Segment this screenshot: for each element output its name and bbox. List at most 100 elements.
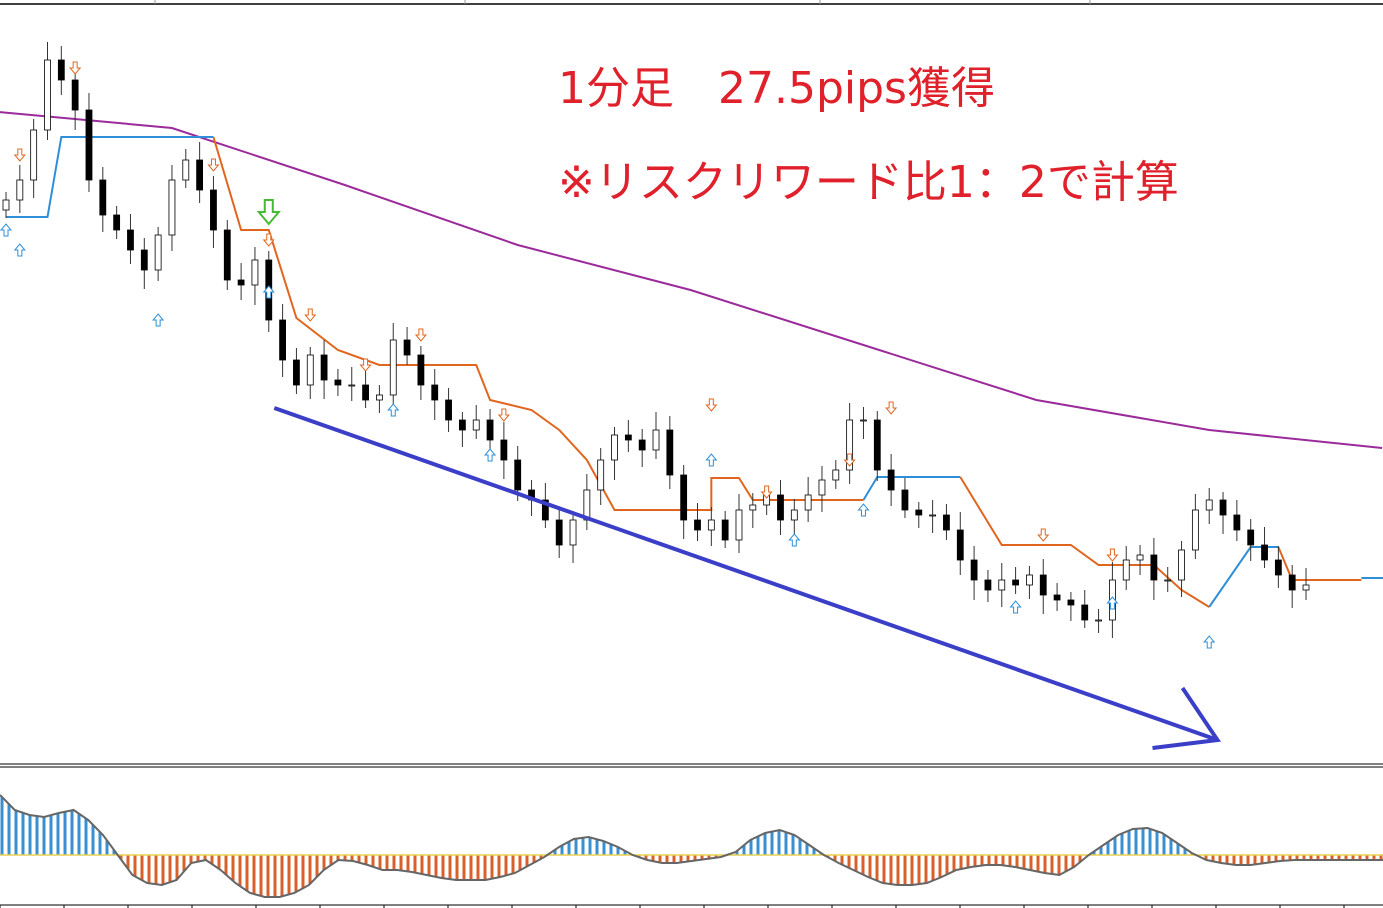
up-arrow-icon: [1203, 635, 1216, 649]
bear-candle: [362, 384, 369, 401]
trailing-stop-up: [862, 476, 961, 501]
bull-candle: [168, 179, 176, 236]
bull-candle: [1026, 574, 1033, 586]
bear-candle: [666, 429, 674, 476]
trailing-stop-up: [1208, 546, 1279, 608]
bull-candle: [846, 419, 854, 471]
bear-candle: [624, 434, 632, 441]
bear-candle: [1233, 514, 1241, 531]
bull-candle: [154, 234, 162, 271]
bull-candle: [389, 339, 397, 396]
bear-candle: [293, 359, 300, 386]
bear-candle: [1067, 599, 1075, 606]
trailing-stop-down: [959, 476, 1210, 608]
bear-candle: [1053, 594, 1061, 601]
bear-candle: [210, 189, 217, 231]
bull-candle: [735, 509, 743, 541]
down-arrow-icon: [256, 199, 281, 226]
bear-candle: [196, 159, 204, 191]
bull-candle: [749, 504, 757, 511]
bear-candle: [1039, 574, 1047, 596]
bear-candle: [984, 579, 992, 591]
bear-candle: [777, 494, 784, 521]
bull-candle: [182, 159, 190, 181]
bear-candle: [445, 399, 452, 421]
up-arrow-icon: [262, 285, 275, 299]
bear-candle: [873, 419, 881, 471]
bear-candle: [638, 439, 646, 451]
up-arrow-icon: [13, 243, 26, 257]
bear-candle: [970, 559, 978, 581]
bear-candle: [541, 499, 549, 521]
up-arrow-icon: [705, 453, 718, 467]
bull-candle: [1302, 584, 1310, 591]
bull-candle: [1122, 559, 1130, 581]
bear-candle: [721, 519, 729, 541]
bear-candle: [500, 439, 508, 461]
annotation-note: ※リスクリワード比1：2で計算: [558, 157, 1179, 208]
bear-candle: [127, 229, 134, 251]
up-arrow-icon: [0, 223, 13, 237]
bear-candle: [1261, 544, 1268, 561]
bull-candle: [652, 429, 660, 451]
bull-candle: [832, 469, 840, 481]
up-arrow-icon: [483, 448, 497, 462]
bear-candle: [1274, 559, 1282, 576]
up-arrow-icon: [1009, 600, 1022, 614]
down-arrow-icon: [207, 158, 220, 172]
bear-candle: [417, 354, 425, 386]
moving-average-line: [0, 111, 1383, 449]
bear-candle: [403, 339, 411, 356]
up-arrow-icon: [387, 403, 400, 417]
bear-candle: [887, 469, 895, 491]
down-arrow-icon: [705, 398, 718, 412]
bull-candle: [929, 514, 937, 517]
bull-candle: [1191, 509, 1199, 551]
bear-candle: [1081, 604, 1089, 621]
down-arrow-icon: [69, 61, 82, 75]
bear-candle: [431, 384, 439, 401]
annotation-result: 1分足 27.5pips獲得: [558, 63, 995, 114]
bull-candle: [376, 394, 383, 401]
bear-candle: [279, 319, 287, 361]
down-arrow-icon: [497, 408, 510, 422]
bull-candle: [306, 354, 314, 386]
bull-candle: [611, 434, 618, 461]
bear-candle: [956, 529, 964, 561]
bear-candle: [113, 214, 121, 231]
bull-candle: [998, 579, 1006, 591]
bear-candle: [486, 419, 494, 441]
bear-candle: [140, 249, 148, 271]
down-arrow-icon: [359, 358, 372, 372]
bear-candle: [458, 419, 466, 431]
bear-candle: [901, 489, 909, 511]
bull-candle: [597, 459, 605, 491]
bull-candle: [1095, 619, 1102, 622]
bear-candle: [85, 109, 93, 181]
bear-candle: [555, 519, 563, 546]
down-arrow-icon: [13, 148, 26, 162]
down-arrow-icon: [843, 453, 856, 467]
bear-candle: [99, 179, 107, 216]
down-arrow-icon: [414, 328, 427, 342]
bear-candle: [1247, 529, 1255, 546]
bear-candle: [57, 59, 65, 81]
bull-candle: [44, 59, 51, 131]
trend-arrow-line: [273, 406, 1219, 742]
bull-candle: [790, 509, 798, 521]
oscillator-line: [0, 794, 1383, 898]
bull-candle: [1164, 579, 1172, 582]
bear-candle: [1219, 499, 1227, 516]
down-arrow-icon: [304, 308, 317, 322]
bear-candle: [1288, 574, 1296, 591]
up-arrow-icon: [1106, 596, 1119, 610]
bull-candle: [860, 419, 867, 422]
trailing-stop-down: [212, 136, 864, 511]
trailing-stop-up: [6, 136, 214, 218]
up-arrow-icon: [857, 503, 870, 517]
bull-candle: [251, 259, 259, 286]
bull-candle: [1136, 554, 1144, 561]
down-arrow-icon: [1106, 548, 1119, 562]
bear-candle: [694, 519, 701, 531]
